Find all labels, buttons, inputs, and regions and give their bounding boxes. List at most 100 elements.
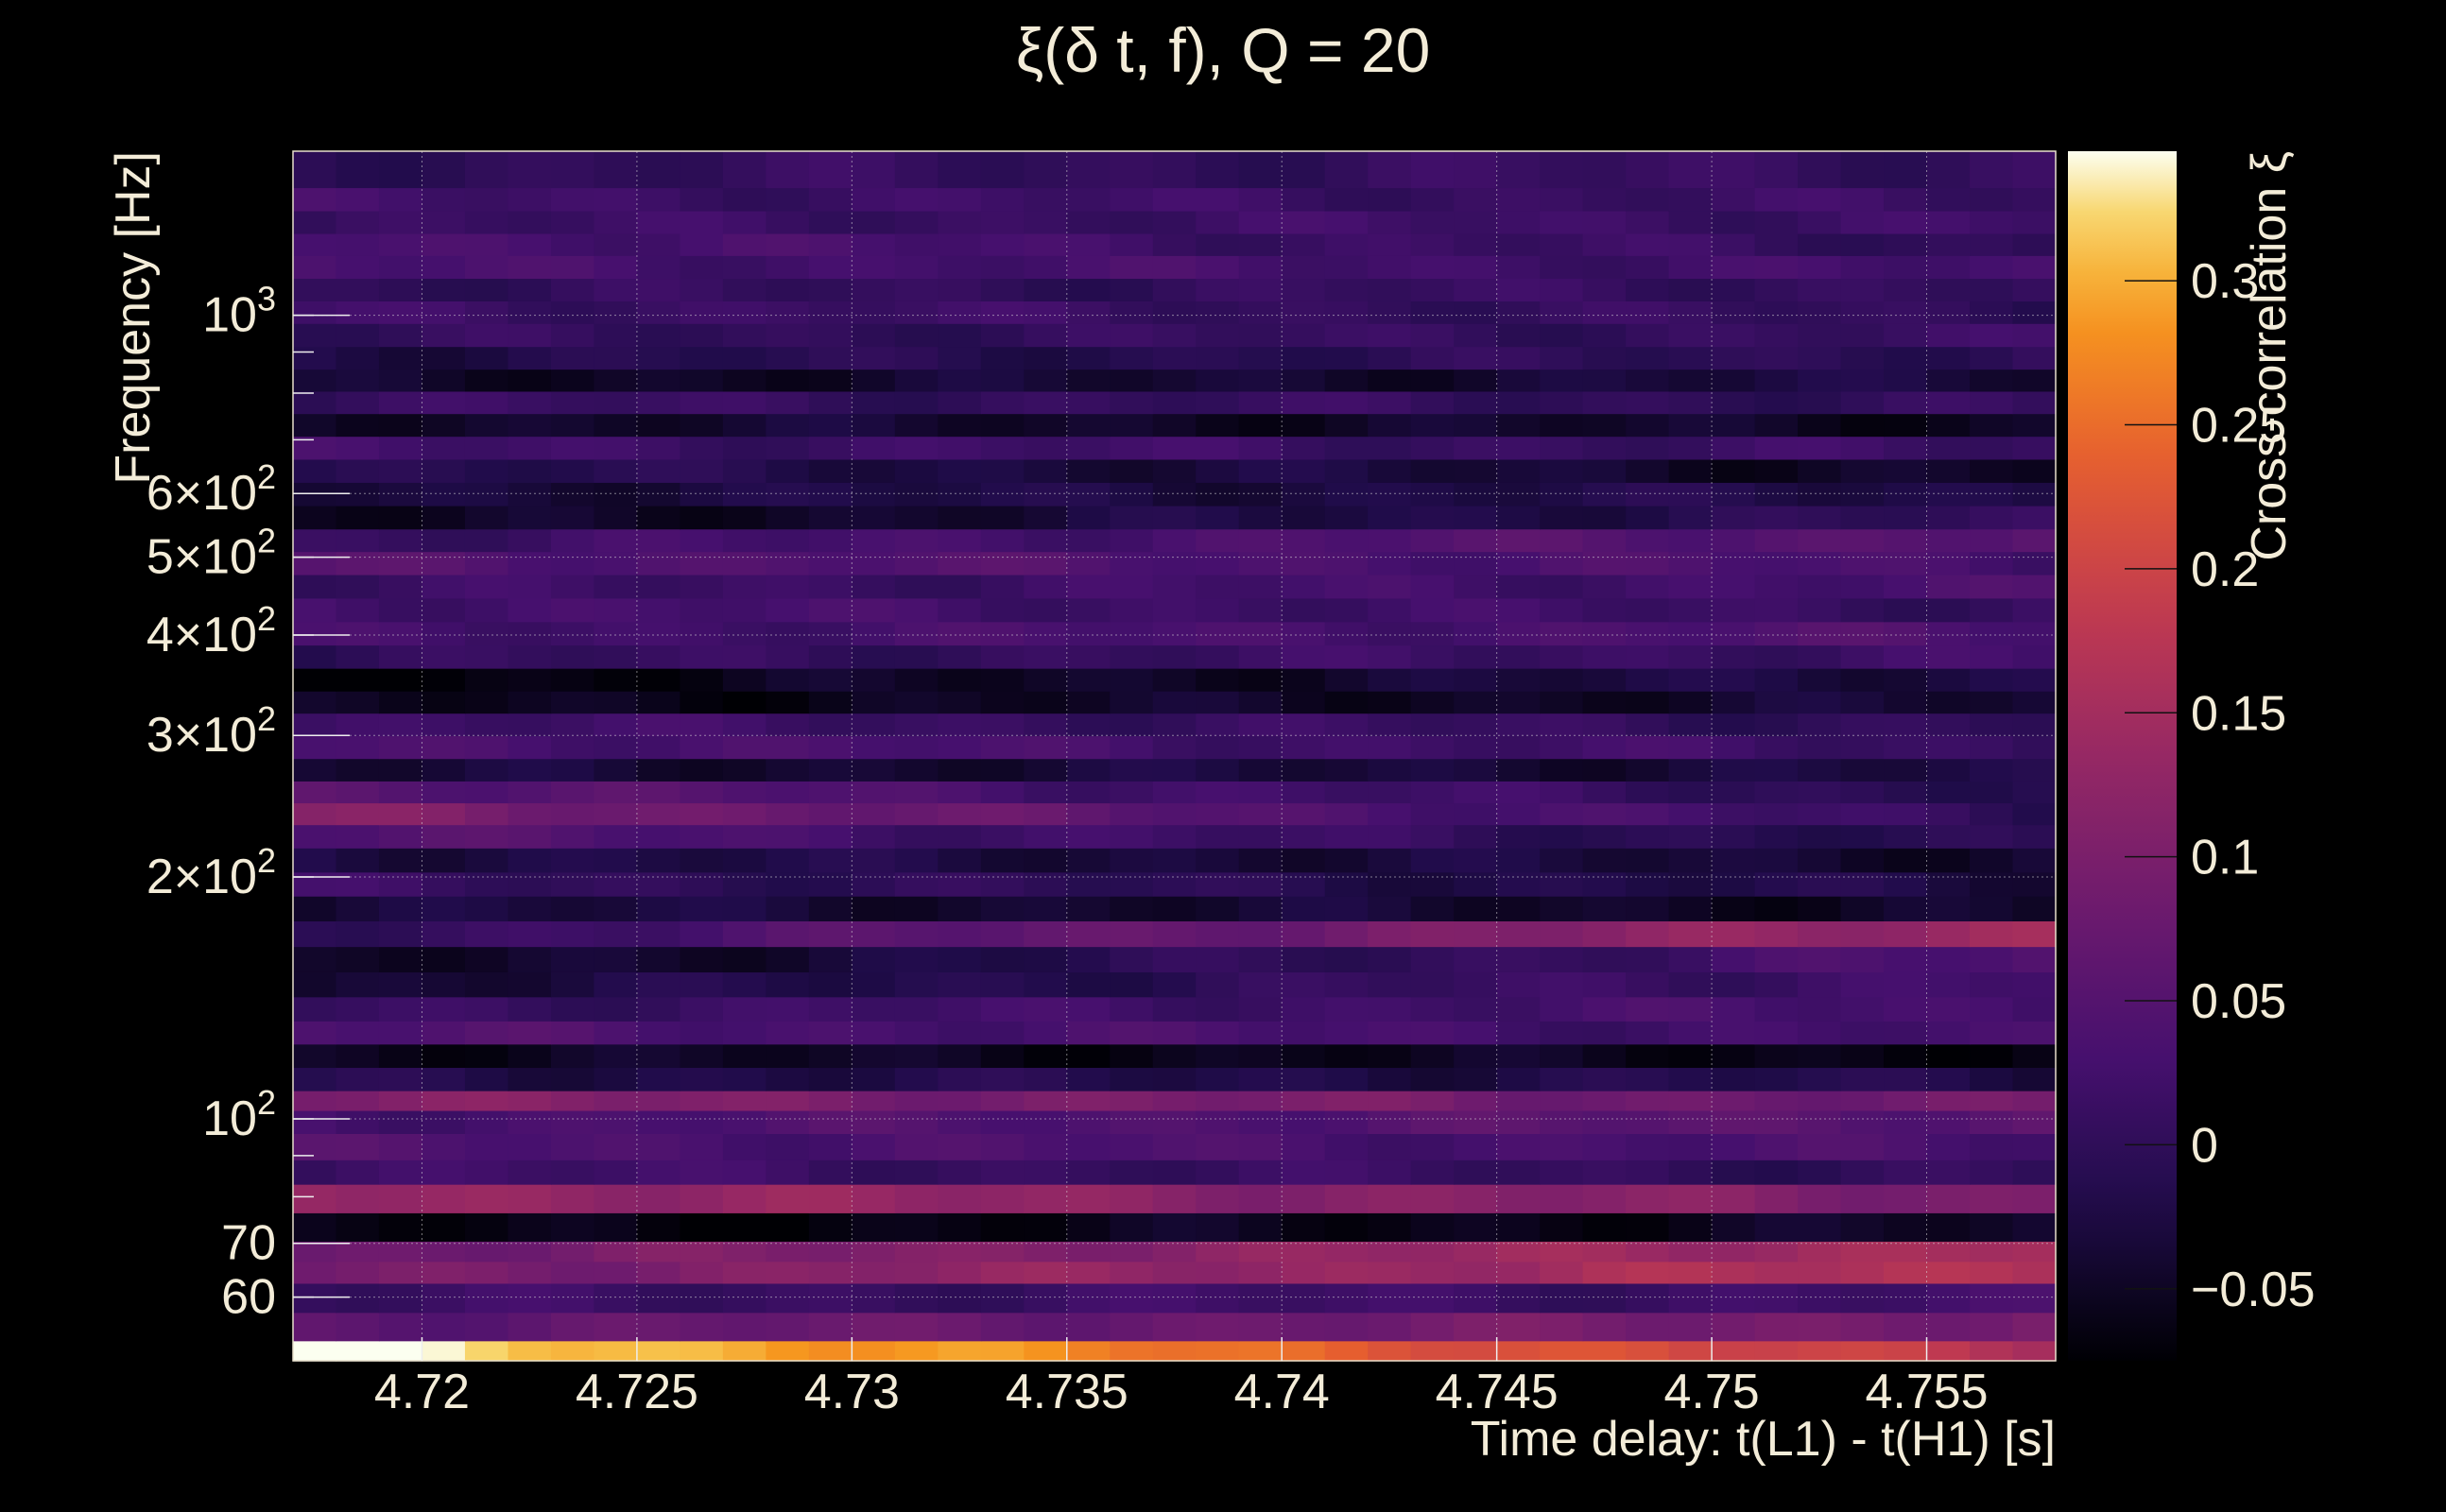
heatmap-cell — [1626, 644, 1670, 669]
heatmap-cell — [594, 323, 638, 348]
heatmap-cell — [464, 346, 509, 370]
heatmap-cell — [1712, 1312, 1756, 1342]
heatmap-cell — [1582, 621, 1627, 646]
heatmap-cell — [1196, 232, 1240, 256]
heatmap-cell — [1754, 996, 1799, 1022]
heatmap-cell — [550, 597, 595, 623]
heatmap-cell — [2012, 301, 2057, 324]
heatmap-cell — [1540, 1160, 1584, 1185]
heatmap-cell — [766, 1091, 810, 1111]
heatmap-cell — [1238, 920, 1283, 948]
heatmap-cell — [1712, 996, 1756, 1022]
heatmap-cell — [1196, 255, 1240, 280]
heatmap-cell — [1712, 802, 1756, 826]
heatmap-cell — [293, 1091, 337, 1111]
heatmap-cell — [1540, 346, 1584, 370]
heatmap-cell — [1970, 436, 2014, 460]
y-tick-label: 60 — [221, 1270, 276, 1325]
heatmap-cell — [852, 971, 896, 998]
heatmap-cell — [1152, 1241, 1197, 1263]
heatmap-cell — [1754, 781, 1799, 804]
heatmap-cell — [378, 151, 423, 189]
heatmap-cell — [1110, 390, 1154, 415]
heatmap-cell — [938, 390, 982, 415]
heatmap-cell — [1238, 1340, 1283, 1362]
heatmap-cell — [1496, 232, 1541, 256]
heatmap-cell — [1324, 574, 1369, 599]
heatmap-cell — [1196, 597, 1240, 623]
heatmap-cell — [422, 848, 466, 873]
heatmap-cell — [1884, 369, 1928, 392]
heatmap-cell — [1410, 346, 1455, 370]
heatmap-cell — [1410, 735, 1455, 760]
heatmap-cell — [1152, 278, 1197, 301]
heatmap-cell — [722, 1091, 767, 1111]
heatmap-cell — [852, 551, 896, 576]
heatmap-cell — [293, 574, 337, 599]
heatmap-cell — [508, 551, 552, 576]
heatmap-cell — [1840, 691, 1885, 714]
heatmap-cell — [508, 896, 552, 922]
heatmap-cell — [1540, 390, 1584, 415]
heatmap-cell — [722, 996, 767, 1022]
heatmap-cell — [336, 871, 380, 897]
heatmap-cell — [1840, 436, 1885, 460]
heatmap-cell — [636, 1043, 680, 1069]
heatmap-cell — [1368, 1261, 1412, 1284]
heatmap-cell — [464, 713, 509, 737]
heatmap-cell — [636, 1109, 680, 1134]
heatmap-cell — [1970, 458, 2014, 483]
heatmap-cell — [1368, 621, 1412, 646]
heatmap-cell — [594, 896, 638, 922]
heatmap-cell — [508, 1282, 552, 1314]
heatmap-cell — [1110, 151, 1154, 189]
heatmap-cell — [594, 668, 638, 692]
heatmap-cell — [1196, 574, 1240, 599]
heatmap-cell — [680, 1109, 724, 1134]
y-tick-label: 6×102 — [146, 457, 276, 521]
heatmap-cell — [1196, 946, 1240, 972]
heatmap-cell — [550, 802, 595, 826]
heatmap-cell — [980, 482, 1025, 507]
heatmap-cell — [1282, 758, 1326, 782]
heatmap-cell — [1238, 1212, 1283, 1242]
heatmap-cell — [293, 824, 337, 849]
heatmap-cell — [1754, 1043, 1799, 1069]
heatmap-cell — [1152, 758, 1197, 782]
heatmap-cell — [1368, 1340, 1412, 1362]
heatmap-cell — [1454, 1091, 1498, 1111]
heatmap-cell — [1282, 187, 1326, 212]
heatmap-cell — [722, 482, 767, 507]
y-tick-label: 2×102 — [146, 841, 276, 904]
heatmap-cell — [508, 802, 552, 826]
heatmap-cell — [1668, 1241, 1713, 1263]
heatmap-cell — [1626, 528, 1670, 553]
heatmap-cell — [1282, 848, 1326, 873]
heatmap-cell — [378, 551, 423, 576]
heatmap-cell — [852, 1282, 896, 1314]
heatmap-cell — [766, 871, 810, 897]
heatmap-cell — [1626, 946, 1670, 972]
heatmap-cell — [378, 824, 423, 849]
heatmap-cell — [594, 621, 638, 646]
heatmap-cell — [1496, 691, 1541, 714]
heatmap-cell — [636, 255, 680, 280]
heatmap-cell — [1798, 482, 1842, 507]
heatmap-cell — [1540, 668, 1584, 692]
heatmap-cell — [1884, 824, 1928, 849]
heatmap-cell — [1668, 505, 1713, 530]
heatmap-cell — [1668, 1133, 1713, 1160]
heatmap-cell — [594, 528, 638, 553]
heatmap-cell — [1024, 1043, 1068, 1069]
heatmap-cell — [1540, 1282, 1584, 1314]
heatmap-cell — [980, 848, 1025, 873]
heatmap-cell — [1970, 691, 2014, 714]
heatmap-cell — [1540, 691, 1584, 714]
heatmap-cell — [508, 996, 552, 1022]
heatmap-cell — [1410, 758, 1455, 782]
heatmap-cell — [680, 713, 724, 737]
heatmap-cell — [1066, 482, 1111, 507]
heatmap-cell — [594, 346, 638, 370]
heatmap-cell — [464, 1133, 509, 1160]
heatmap-cell — [1066, 1109, 1111, 1134]
